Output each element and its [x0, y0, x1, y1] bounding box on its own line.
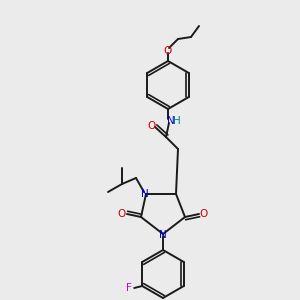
Text: O: O: [118, 209, 126, 219]
Text: N: N: [141, 189, 149, 199]
Text: N: N: [159, 230, 167, 240]
Text: O: O: [200, 209, 208, 219]
Text: H: H: [173, 116, 181, 126]
Text: F: F: [126, 283, 132, 293]
Text: O: O: [164, 46, 172, 56]
Text: N: N: [167, 116, 175, 126]
Text: O: O: [147, 121, 155, 131]
